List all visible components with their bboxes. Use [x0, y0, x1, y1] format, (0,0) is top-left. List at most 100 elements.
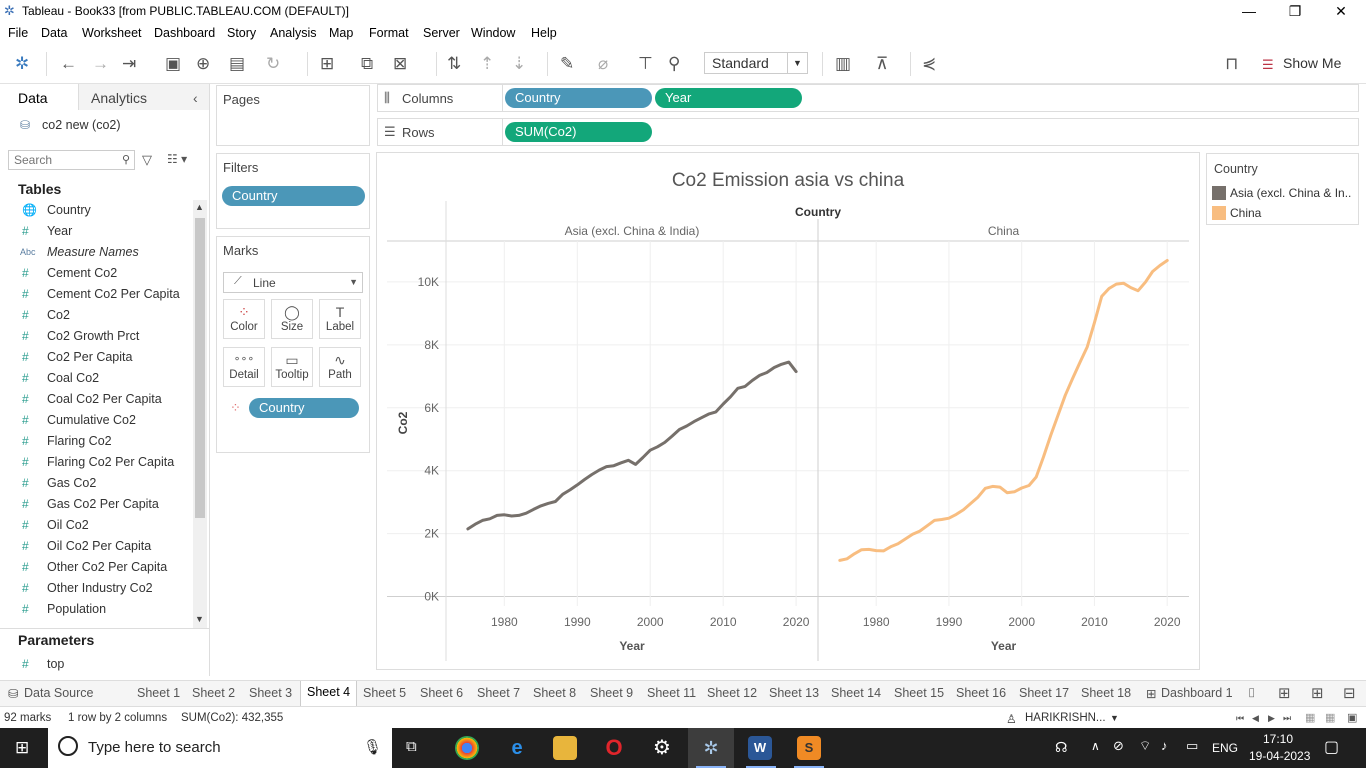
menu-file[interactable]: File	[8, 26, 29, 40]
tableau-home-icon[interactable]: ✲	[15, 54, 30, 73]
series-line-china[interactable]	[838, 259, 1169, 562]
wifi-icon[interactable]: ⌔	[1139, 738, 1152, 753]
field-country[interactable]: 🌐 Country	[0, 200, 190, 221]
tooltip-button[interactable]: ▭ Tooltip	[271, 347, 313, 387]
notifications-icon[interactable]: ▢	[1324, 739, 1340, 756]
tab-data[interactable]: Data	[0, 84, 78, 110]
duplicate-sheet-icon[interactable]: ⧉	[361, 54, 374, 73]
tab-sheet-4[interactable]: Sheet 4	[300, 681, 358, 707]
field-coal-co2[interactable]: # Coal Co2	[0, 368, 190, 389]
columns-pill-country[interactable]: Country	[505, 88, 652, 108]
new-datasource-icon[interactable]: ⊕	[196, 54, 211, 73]
chrome-icon[interactable]	[455, 736, 479, 760]
search-box[interactable]: ⚲	[8, 150, 135, 170]
close-button[interactable]: ✕	[1335, 3, 1347, 19]
tab-sheet-13[interactable]: Sheet 13	[769, 686, 820, 700]
clear-sheet-icon[interactable]: ⊠	[393, 54, 408, 73]
battery-icon[interactable]: ▭	[1186, 738, 1199, 753]
menu-window[interactable]: Window	[471, 26, 516, 40]
scrollbar-thumb[interactable]	[195, 218, 205, 518]
prev-sheet-icon[interactable]: ◀	[1252, 713, 1259, 723]
presentation-mode-icon[interactable]: ⊼	[876, 54, 889, 73]
story-tab-icon[interactable]: ⌷	[1248, 686, 1256, 700]
filter-icon[interactable]: ▽	[142, 152, 152, 167]
tab-sheet-5[interactable]: Sheet 5	[363, 686, 407, 700]
tableau-taskbar-icon[interactable]: ✲	[703, 738, 719, 758]
field-measure-names[interactable]: Abc Measure Names	[0, 242, 190, 263]
language-indicator[interactable]: ENG	[1212, 741, 1239, 755]
people-icon[interactable]: ☊	[1055, 739, 1068, 755]
menu-format[interactable]: Format	[369, 26, 409, 40]
menu-worksheet[interactable]: Worksheet	[82, 26, 142, 40]
series-line-asia[interactable]	[466, 360, 798, 531]
path-button[interactable]: ∿ Path	[319, 347, 361, 387]
tab-sheet-9[interactable]: Sheet 9	[590, 686, 634, 700]
show-mark-labels-icon[interactable]: ⊤	[638, 54, 653, 73]
rows-pill-sum-co2[interactable]: SUM(Co2)	[505, 122, 652, 142]
legend-item-asia[interactable]: Asia (excl. China & In..	[1230, 186, 1352, 200]
clock-date[interactable]: 19-04-2023	[1249, 749, 1311, 763]
tab-analytics[interactable]: Analytics ‹	[78, 84, 209, 110]
next-sheet-icon[interactable]: ▶	[1268, 713, 1275, 723]
scroll-up-icon[interactable]: ▲	[195, 202, 204, 212]
menu-story[interactable]: Story	[227, 26, 257, 40]
field-flaring-co2[interactable]: # Flaring Co2	[0, 431, 190, 452]
field-gas-co2-per-capita[interactable]: # Gas Co2 Per Capita	[0, 494, 190, 515]
edge-icon[interactable]: e	[511, 737, 523, 759]
clock-time[interactable]: 17:10	[1263, 732, 1294, 746]
tab-sheet-16[interactable]: Sheet 16	[956, 686, 1007, 700]
word-icon[interactable]: W	[748, 736, 772, 760]
volume-icon[interactable]: ♪	[1161, 738, 1168, 753]
show-cards-icon[interactable]: ▥	[835, 54, 852, 73]
label-button[interactable]: T Label	[319, 299, 361, 339]
new-story-tab-icon[interactable]: ⊟	[1343, 685, 1356, 702]
detail-button[interactable]: ∘∘∘ Detail	[223, 347, 265, 387]
tab-sheet-17[interactable]: Sheet 17	[1019, 686, 1070, 700]
filters-card[interactable]: Filters Country	[216, 153, 370, 229]
field-list-scrollbar[interactable]: ▲ ▼	[193, 200, 207, 628]
share-icon[interactable]: ⋞	[922, 54, 937, 73]
color-pill-country[interactable]: Country	[249, 398, 359, 418]
tab-sheet-12[interactable]: Sheet 12	[707, 686, 758, 700]
tab-sheet-3[interactable]: Sheet 3	[249, 686, 293, 700]
parameter-top[interactable]: top	[47, 657, 65, 671]
windows-start-icon[interactable]: ⊞	[15, 738, 30, 757]
collapse-pane-icon[interactable]: ‹	[193, 90, 198, 106]
sort-ascending-icon[interactable]: ⇡	[480, 54, 495, 73]
field-co2[interactable]: # Co2	[0, 305, 190, 326]
network-icon[interactable]: ⊘	[1113, 738, 1124, 753]
opera-icon[interactable]: O	[605, 735, 623, 760]
columns-pill-year[interactable]: Year	[655, 88, 802, 108]
taskbar-search[interactable]: Type here to search 🎙	[48, 728, 392, 768]
microphone-icon[interactable]: 🎙	[363, 739, 383, 756]
mark-type-select[interactable]: ⟋ Line ▼	[223, 272, 363, 293]
tab-sheet-18[interactable]: Sheet 18	[1081, 686, 1132, 700]
pause-updates-icon[interactable]: ▤	[229, 54, 246, 73]
tab-sheet-2[interactable]: Sheet 2	[192, 686, 236, 700]
tab-sheet-8[interactable]: Sheet 8	[533, 686, 577, 700]
sheet-sorter-icon[interactable]: ▦	[1305, 712, 1316, 724]
menu-data[interactable]: Data	[41, 26, 68, 40]
size-button[interactable]: ◯ Size	[271, 299, 313, 339]
fit-select[interactable]: Standard ▼	[704, 52, 808, 74]
sublime-text-icon[interactable]: S	[797, 736, 821, 760]
line-chart[interactable]: Co2 Emission asia vs china Country 0K 2K 4K 6…	[377, 153, 1199, 669]
new-worksheet-icon[interactable]: ⊞	[320, 54, 335, 73]
file-explorer-icon[interactable]	[553, 736, 577, 760]
scroll-down-icon[interactable]: ▼	[195, 614, 204, 624]
task-view-icon[interactable]: ⧉	[406, 738, 417, 755]
minimize-button[interactable]: —	[1242, 3, 1256, 19]
field-population[interactable]: # Population	[0, 599, 190, 620]
field-cumulative-co2[interactable]: # Cumulative Co2	[0, 410, 190, 431]
menu-server[interactable]: Server	[423, 26, 460, 40]
tab-sheet-7[interactable]: Sheet 7	[477, 686, 521, 700]
field-co2-per-capita[interactable]: # Co2 Per Capita	[0, 347, 190, 368]
new-worksheet-tab-icon[interactable]: ⊞	[1278, 685, 1291, 702]
show-hidden-icons-chevron-icon[interactable]: ∧	[1091, 739, 1100, 753]
tab-sheet-14[interactable]: Sheet 14	[831, 686, 882, 700]
rows-shelf[interactable]: ☰ Rows SUM(Co2)	[377, 118, 1359, 146]
maximize-button[interactable]: ❐	[1288, 3, 1302, 19]
filmstrip-icon[interactable]: ▦	[1325, 712, 1336, 724]
swap-rows-columns-icon[interactable]: ⇅	[447, 54, 462, 73]
field-flaring-co2-per-capita[interactable]: # Flaring Co2 Per Capita	[0, 452, 190, 473]
